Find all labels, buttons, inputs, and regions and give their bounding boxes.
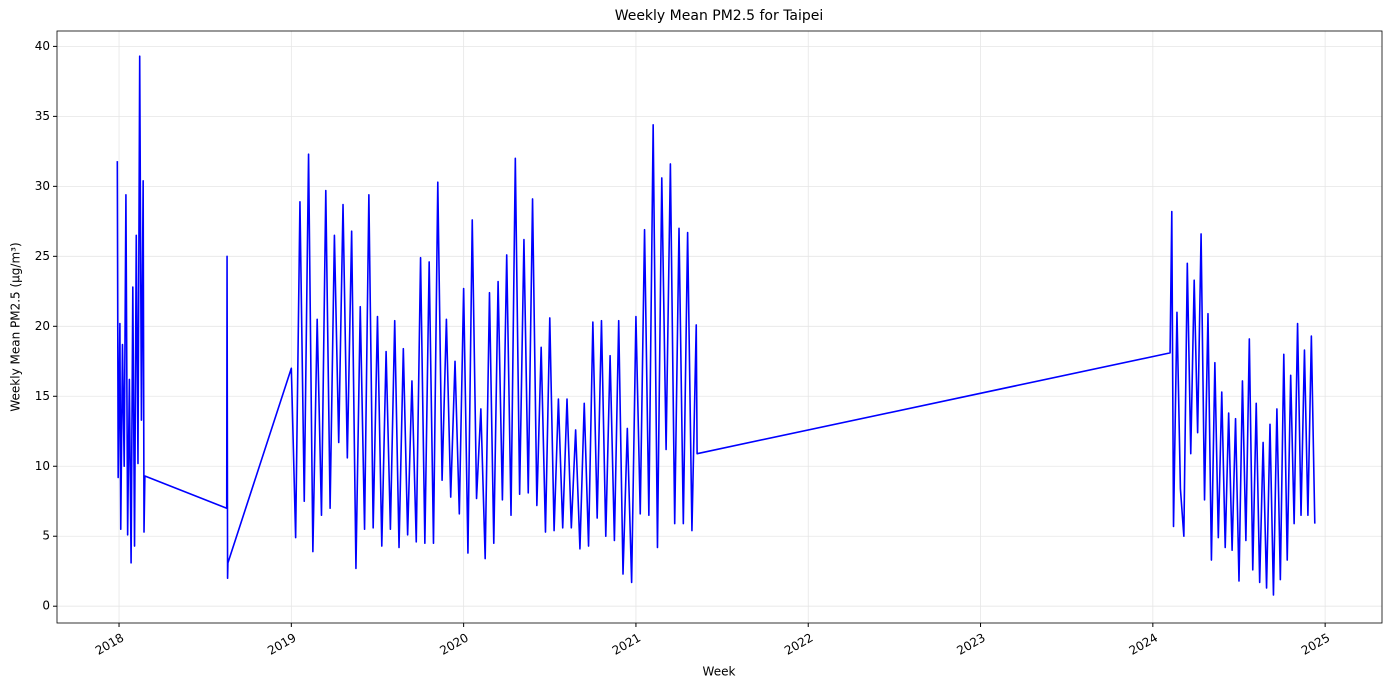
y-tick-label: 0 — [42, 599, 50, 613]
y-tick-label: 35 — [35, 109, 50, 123]
x-axis-label: Week — [703, 665, 736, 679]
axes-frame — [56, 30, 1383, 624]
y-tick-label: 30 — [35, 179, 50, 193]
y-axis-label: Weekly Mean PM2.5 (µg/m³) — [9, 242, 23, 411]
y-tick-label: 10 — [35, 459, 50, 473]
y-tick-label: 25 — [35, 249, 50, 263]
y-tick-label: 5 — [42, 529, 50, 543]
data-line — [116, 55, 1316, 596]
chart-title: Weekly Mean PM2.5 for Taipei — [615, 8, 824, 24]
y-tick-label: 40 — [35, 39, 50, 53]
y-tick-label: 20 — [35, 319, 50, 333]
y-tick-label: 15 — [35, 389, 50, 403]
